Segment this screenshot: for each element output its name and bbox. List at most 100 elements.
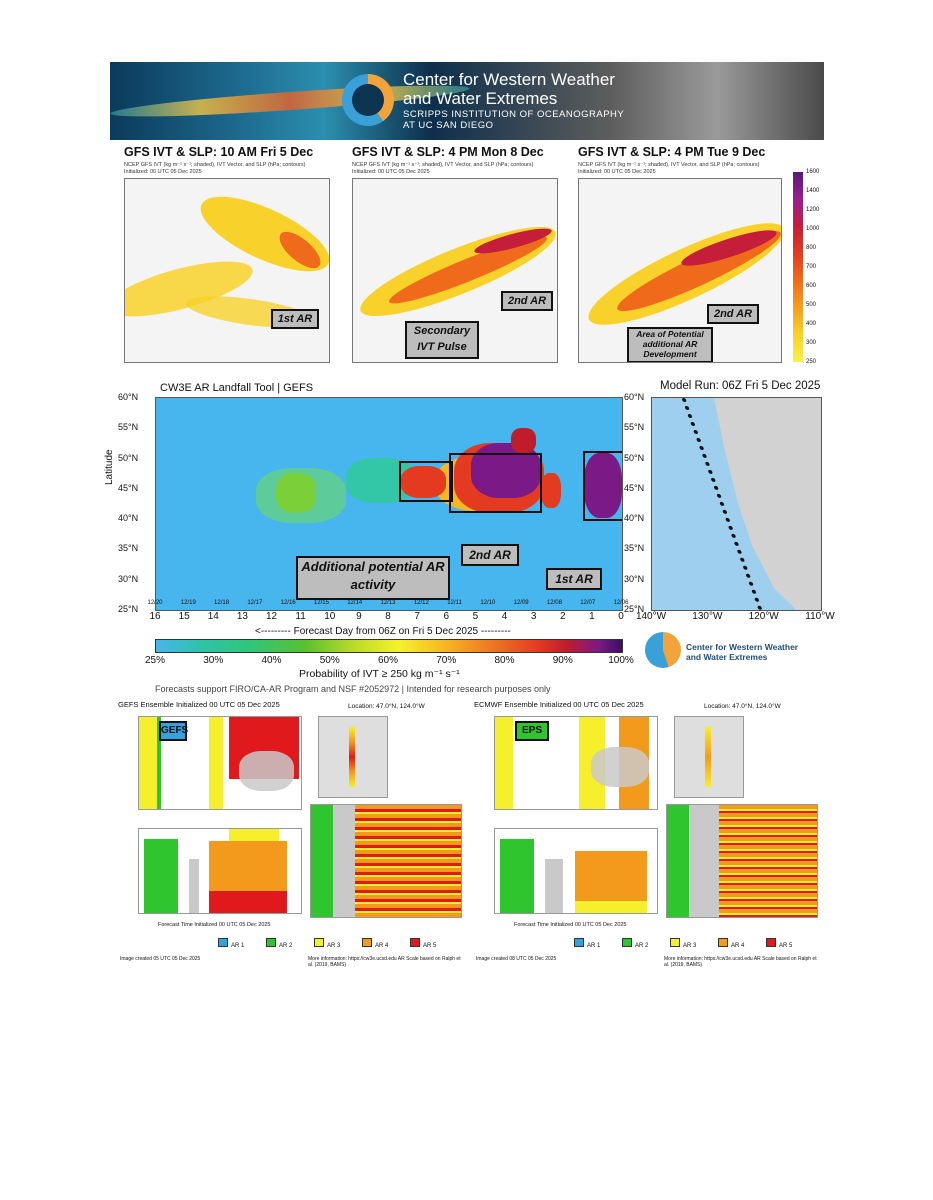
tick-label: 12/16 <box>280 600 296 606</box>
tick-label: 12/14 <box>347 600 363 606</box>
tick-label: 300 <box>806 340 817 346</box>
tick-label: 40% <box>261 655 282 666</box>
ar-shade <box>157 717 161 809</box>
banner-title: Center for Western Weather and Water Extr… <box>403 70 615 108</box>
tick-label: 250 <box>806 359 817 365</box>
tick-label: 50% <box>319 655 340 666</box>
map2-title: GFS IVT & SLP: 4 PM Mon 8 Dec <box>352 145 544 159</box>
prob-fill <box>575 901 647 913</box>
legend-item: AR 3 <box>314 938 340 949</box>
prob-blob <box>276 473 316 513</box>
map-lat-ticks: 60°N 55°N 50°N 45°N 40°N 35°N 30°N 25°N <box>624 392 650 614</box>
legend-label: AR 5 <box>779 943 793 949</box>
plume <box>591 747 649 787</box>
tick-label: 13 <box>236 611 248 622</box>
ivt-plume-panel: EPS <box>494 716 658 810</box>
map2-panel: 2nd AR Secondary IVT Pulse <box>352 178 558 363</box>
legend-swatch <box>218 938 228 947</box>
map2-label-2nd-ar: 2nd AR <box>501 291 553 311</box>
tick-label: 8 <box>385 611 391 622</box>
member-grid <box>333 805 355 917</box>
legend-item: AR 2 <box>266 938 292 949</box>
tick-label: 12 <box>265 611 278 622</box>
prob-blob <box>401 466 446 498</box>
tick-label: 60°N <box>118 392 139 402</box>
tick-label: 12/15 <box>313 600 329 606</box>
ar-shade <box>139 717 157 809</box>
tick-label: 30°N <box>118 573 139 584</box>
cw3e-logo-icon <box>645 632 681 668</box>
ens-xlabel: Forecast Time Initialized 00 UTC 05 Dec … <box>514 922 627 928</box>
legend-label: AR 5 <box>423 943 437 949</box>
tick-label: 12/10 <box>480 600 496 606</box>
hovmoller-date-ticks: 12/20 12/19 12/18 12/17 12/16 12/15 12/14 12/13… <box>147 600 628 610</box>
legend-item: AR 4 <box>362 938 388 949</box>
ar-probability-panel <box>494 828 658 914</box>
prob-fill <box>209 841 287 891</box>
legend-item: AR 2 <box>622 938 648 949</box>
tick-label: 500 <box>806 302 817 308</box>
badge-gefs: GEFS <box>159 721 188 741</box>
legend-label: AR 1 <box>231 943 245 949</box>
tick-label: 12/09 <box>513 600 529 606</box>
hovmoller-title: CW3E AR Landfall Tool | GEFS <box>160 382 314 394</box>
tick-label: 40°N <box>624 513 645 524</box>
tick-label: 50°N <box>118 452 139 463</box>
box-additional <box>399 461 453 502</box>
tick-label: 50°N <box>624 452 645 463</box>
plume <box>239 751 294 791</box>
ens-more-info: More information: https://cw3e.ucsd.edu … <box>308 956 461 968</box>
ar-scale-map <box>318 716 388 798</box>
prob-fill <box>209 891 287 913</box>
tick-label: 100% <box>608 655 634 666</box>
legend-swatch <box>670 938 680 947</box>
ar-scale-legend: AR 1 AR 2 AR 3 AR 4 AR 5 <box>218 938 458 950</box>
tick-label: 25°N <box>118 604 139 614</box>
probability-colorbar <box>155 639 623 653</box>
ens-created: Image created 05 UTC 05 Dec 2025 <box>120 956 201 962</box>
tick-label: 10 <box>324 611 336 622</box>
tick-label: 12/17 <box>247 600 263 606</box>
tick-label: 25% <box>144 655 166 666</box>
map3-subtitle: NCEP GFS IVT (kg m⁻¹ s⁻¹; shaded), IVT V… <box>578 162 760 168</box>
hovmoller-day-ticks: 16 15 14 13 12 11 10 9 8 7 6 5 4 3 2 1 0 <box>149 611 623 623</box>
hovmoller-xlabel: <--------- Forecast Day from 06Z on Fri … <box>255 626 511 637</box>
legend-label: AR 2 <box>635 943 649 949</box>
member-grid <box>667 805 689 917</box>
tick-label: 12/12 <box>413 600 429 606</box>
map1-panel: 1st AR <box>124 178 330 363</box>
prob-fill <box>229 829 279 841</box>
legend-swatch <box>766 938 776 947</box>
banner-subtitle: SCRIPPS INSTITUTION OF OCEANOGRAPHY AT UC… <box>403 109 625 131</box>
ar-probability-panel <box>138 828 302 914</box>
tick-label: 80% <box>494 655 515 666</box>
tick-label: 12/20 <box>147 600 163 606</box>
legend-item: AR 3 <box>670 938 696 949</box>
tick-label: 70% <box>436 655 457 666</box>
probability-label: Probability of IVT ≥ 250 kg m⁻¹ s⁻¹ <box>299 668 460 680</box>
legend-swatch <box>314 938 324 947</box>
ar-shade <box>495 717 513 809</box>
ensemble-members-panel <box>666 804 818 918</box>
ens-location: Location: 47.0°N, 124.0°W <box>348 703 425 710</box>
tick-label: 1600 <box>806 169 820 175</box>
tick-label: 700 <box>806 264 817 270</box>
prob-fill <box>545 859 563 913</box>
legend-item: AR 5 <box>766 938 792 949</box>
map2-subtitle: NCEP GFS IVT (kg m⁻¹ s⁻¹; shaded), IVT V… <box>352 162 534 168</box>
prob-blob <box>541 473 561 508</box>
tick-label: 90% <box>552 655 573 666</box>
ar-scale-map <box>674 716 744 798</box>
legend-label: AR 4 <box>731 943 745 949</box>
ivt-colorbar <box>793 172 803 362</box>
tick-label: 2 <box>559 611 566 622</box>
tick-label: 12/07 <box>580 600 596 606</box>
cw3e-banner: Center for Western Weather and Water Extr… <box>110 62 824 140</box>
legend-swatch <box>718 938 728 947</box>
tick-label: 110°W <box>805 611 835 622</box>
tick-label: 45°N <box>118 482 139 493</box>
legend-item: AR 5 <box>410 938 436 949</box>
tick-label: 60% <box>377 655 399 666</box>
cw3e-logo-icon <box>342 74 394 126</box>
tick-label: 1 <box>589 611 595 622</box>
